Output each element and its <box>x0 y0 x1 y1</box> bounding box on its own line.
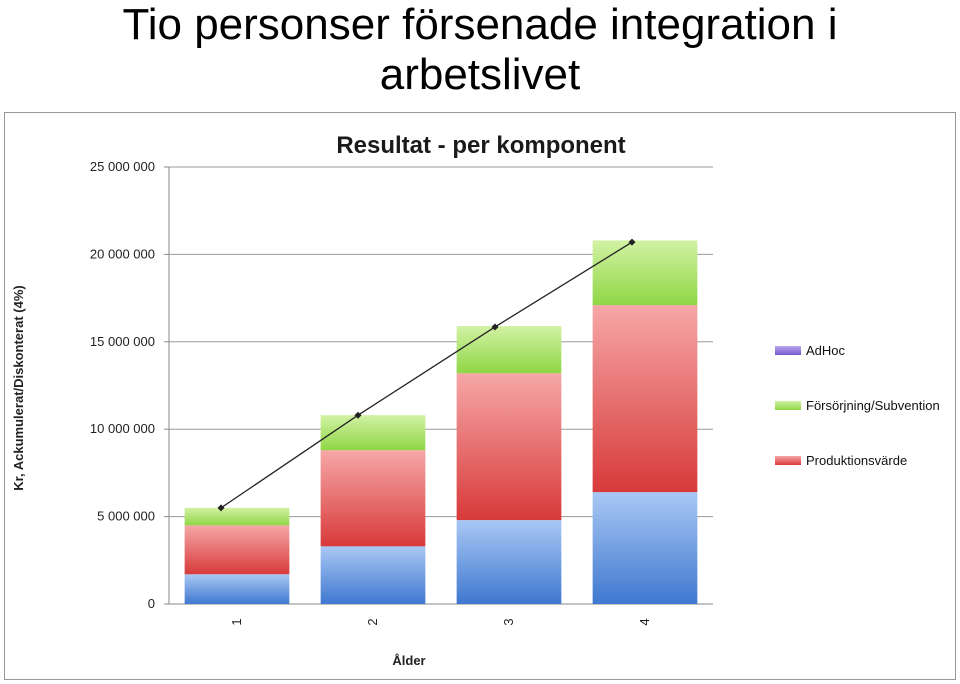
y-tick-label: 5 000 000 <box>97 509 155 524</box>
y-tick-label: 0 <box>148 596 155 611</box>
bar-segment <box>184 507 290 526</box>
line-marker <box>491 323 499 331</box>
line-marker <box>217 504 225 512</box>
bar-segment <box>592 240 698 306</box>
x-axis-title: Ålder <box>392 653 425 668</box>
bar-layer <box>184 240 698 604</box>
slide-title: Tio personser försenade integration i ar… <box>0 0 960 100</box>
legend-swatch <box>775 401 801 410</box>
bar-segment <box>320 415 426 451</box>
bar-segment <box>456 520 562 604</box>
bar-segment <box>456 373 562 521</box>
chart-svg: Resultat - per komponent Kr, Ackumulerat… <box>11 132 940 668</box>
y-tick-label: 15 000 000 <box>90 334 155 349</box>
line-marker <box>354 411 362 419</box>
x-tick-label: 3 <box>501 618 516 625</box>
bar-segment <box>456 326 562 374</box>
x-tick-label: 2 <box>365 618 380 625</box>
y-tick-label: 25 000 000 <box>90 159 155 174</box>
line-marker <box>628 238 636 246</box>
legend-label: Försörjning/Subvention <box>806 398 940 413</box>
bar-segment <box>320 546 426 604</box>
chart-title: Resultat - per komponent <box>336 132 625 159</box>
bar-segment <box>184 574 290 604</box>
legend-swatch <box>775 456 801 465</box>
bar-segment <box>320 450 426 547</box>
legend-label: Produktionsvärde <box>806 453 907 468</box>
bar-segment <box>592 492 698 604</box>
total-line <box>220 241 633 509</box>
slide-title-line-1: Tio personser försenade integration i <box>122 0 838 49</box>
bar-segment <box>184 525 290 575</box>
line-layer <box>217 238 636 512</box>
bar-segment <box>592 305 698 493</box>
legend-label: AdHoc <box>806 343 846 358</box>
y-tick-label: 20 000 000 <box>90 246 155 261</box>
x-tick-label: 1 <box>229 618 244 625</box>
legend-swatch <box>775 346 801 355</box>
legend: AdHoc Försörjning/Subvention Produktionsvä… <box>775 343 940 468</box>
x-tick-label: 4 <box>637 618 652 625</box>
y-tick-label: 10 000 000 <box>90 421 155 436</box>
slide-title-line-2: arbetslivet <box>379 50 581 99</box>
chart-frame: Resultat - per komponent Kr, Ackumulerat… <box>4 112 956 680</box>
y-axis-title: Kr, Ackumulerat/Diskonterat (4%) <box>11 285 26 490</box>
tick-layer: 0 5 000 000 10 000 000 15 000 000 20 000 000… <box>90 159 652 626</box>
